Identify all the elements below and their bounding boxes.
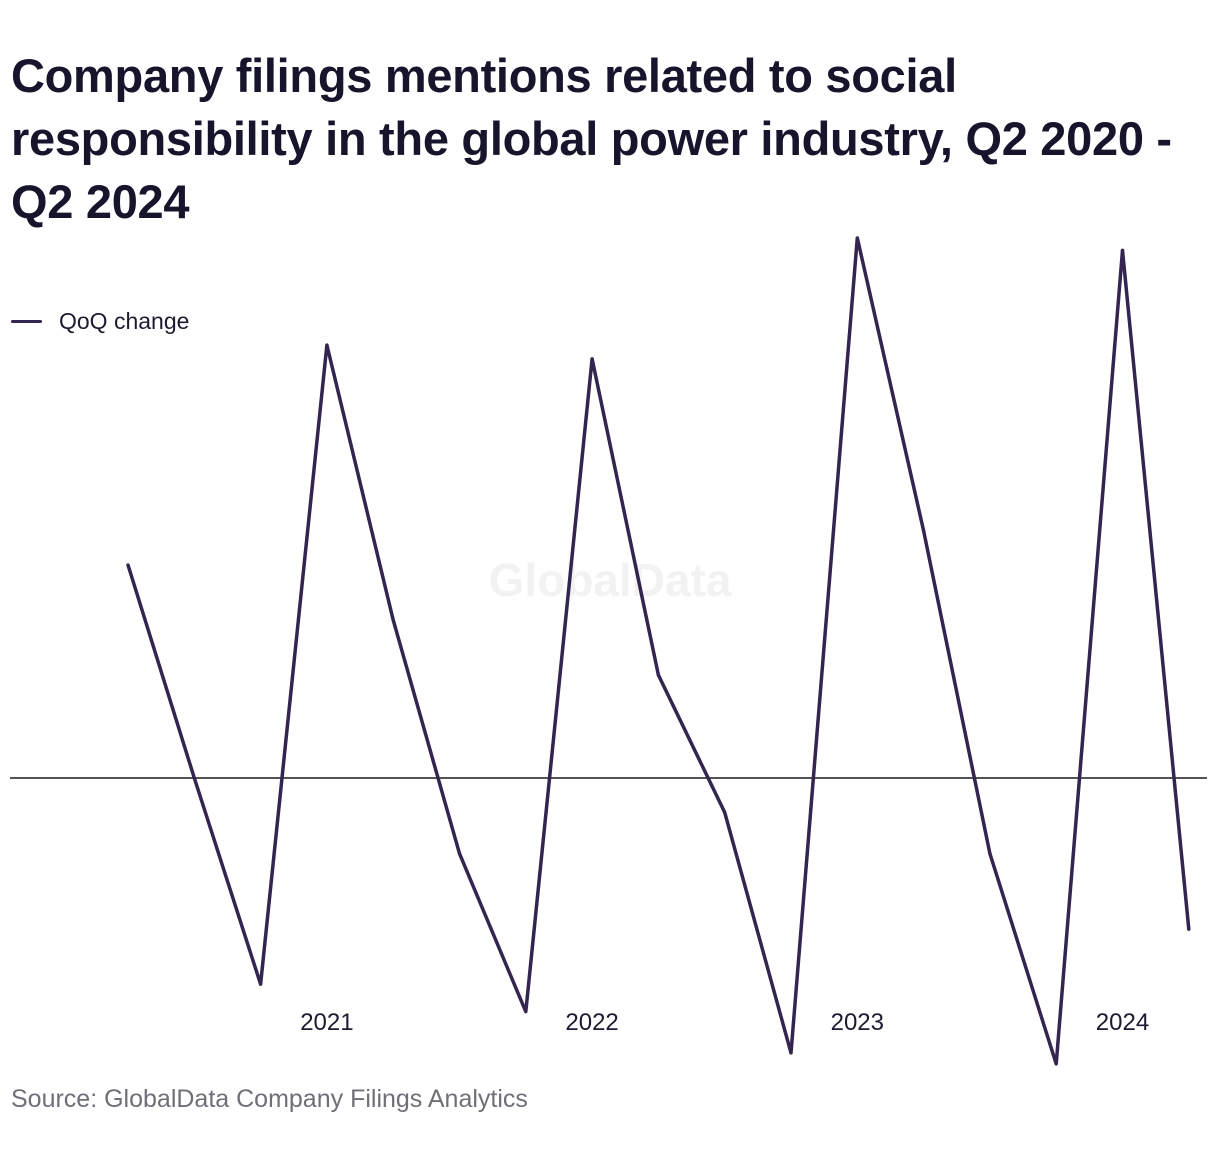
watermark: GlobalData: [489, 554, 732, 606]
x-axis-tick-labels: 2021 2022 2023 2024: [300, 1009, 1149, 1036]
x-tick-label-2021: 2021: [300, 1009, 353, 1036]
data-point-q3-2023: [988, 851, 992, 856]
legend: QoQ change: [11, 306, 189, 336]
chart-title: Company filings mentions related to soci…: [11, 49, 1172, 228]
data-point-q1-2023: [855, 236, 859, 240]
data-point-q2-2024: [1187, 927, 1191, 931]
data-point-q1-2021: [325, 343, 329, 347]
x-tick-label-2022: 2022: [565, 1009, 618, 1036]
x-tick-label-2023: 2023: [831, 1009, 884, 1036]
data-point-q2-2022: [656, 673, 661, 677]
x-tick-label-2024: 2024: [1096, 1009, 1149, 1036]
data-point-q4-2020: [258, 982, 263, 986]
series-line-qoq-change: [126, 237, 1191, 1065]
data-point-q4-2021: [524, 1009, 528, 1014]
series-points: [126, 236, 1191, 1066]
legend-label-qoq-change: QoQ change: [59, 307, 190, 334]
data-point-q2-2023: [921, 528, 926, 533]
source-note: Source: GlobalData Company Filings Analy…: [11, 1085, 528, 1113]
data-point-q1-2022: [590, 357, 594, 361]
data-point-q2-2021: [391, 618, 395, 622]
data-point-q2-2020: [126, 563, 130, 567]
data-point-q3-2020: [192, 776, 196, 780]
data-point-q4-2023: [1054, 1062, 1058, 1066]
data-point-q3-2021: [457, 851, 462, 856]
data-point-q4-2022: [789, 1051, 793, 1055]
legend-swatch-qoq-change: [11, 319, 42, 323]
data-point-q1-2024: [1120, 248, 1125, 253]
data-point-q3-2022: [723, 810, 727, 815]
